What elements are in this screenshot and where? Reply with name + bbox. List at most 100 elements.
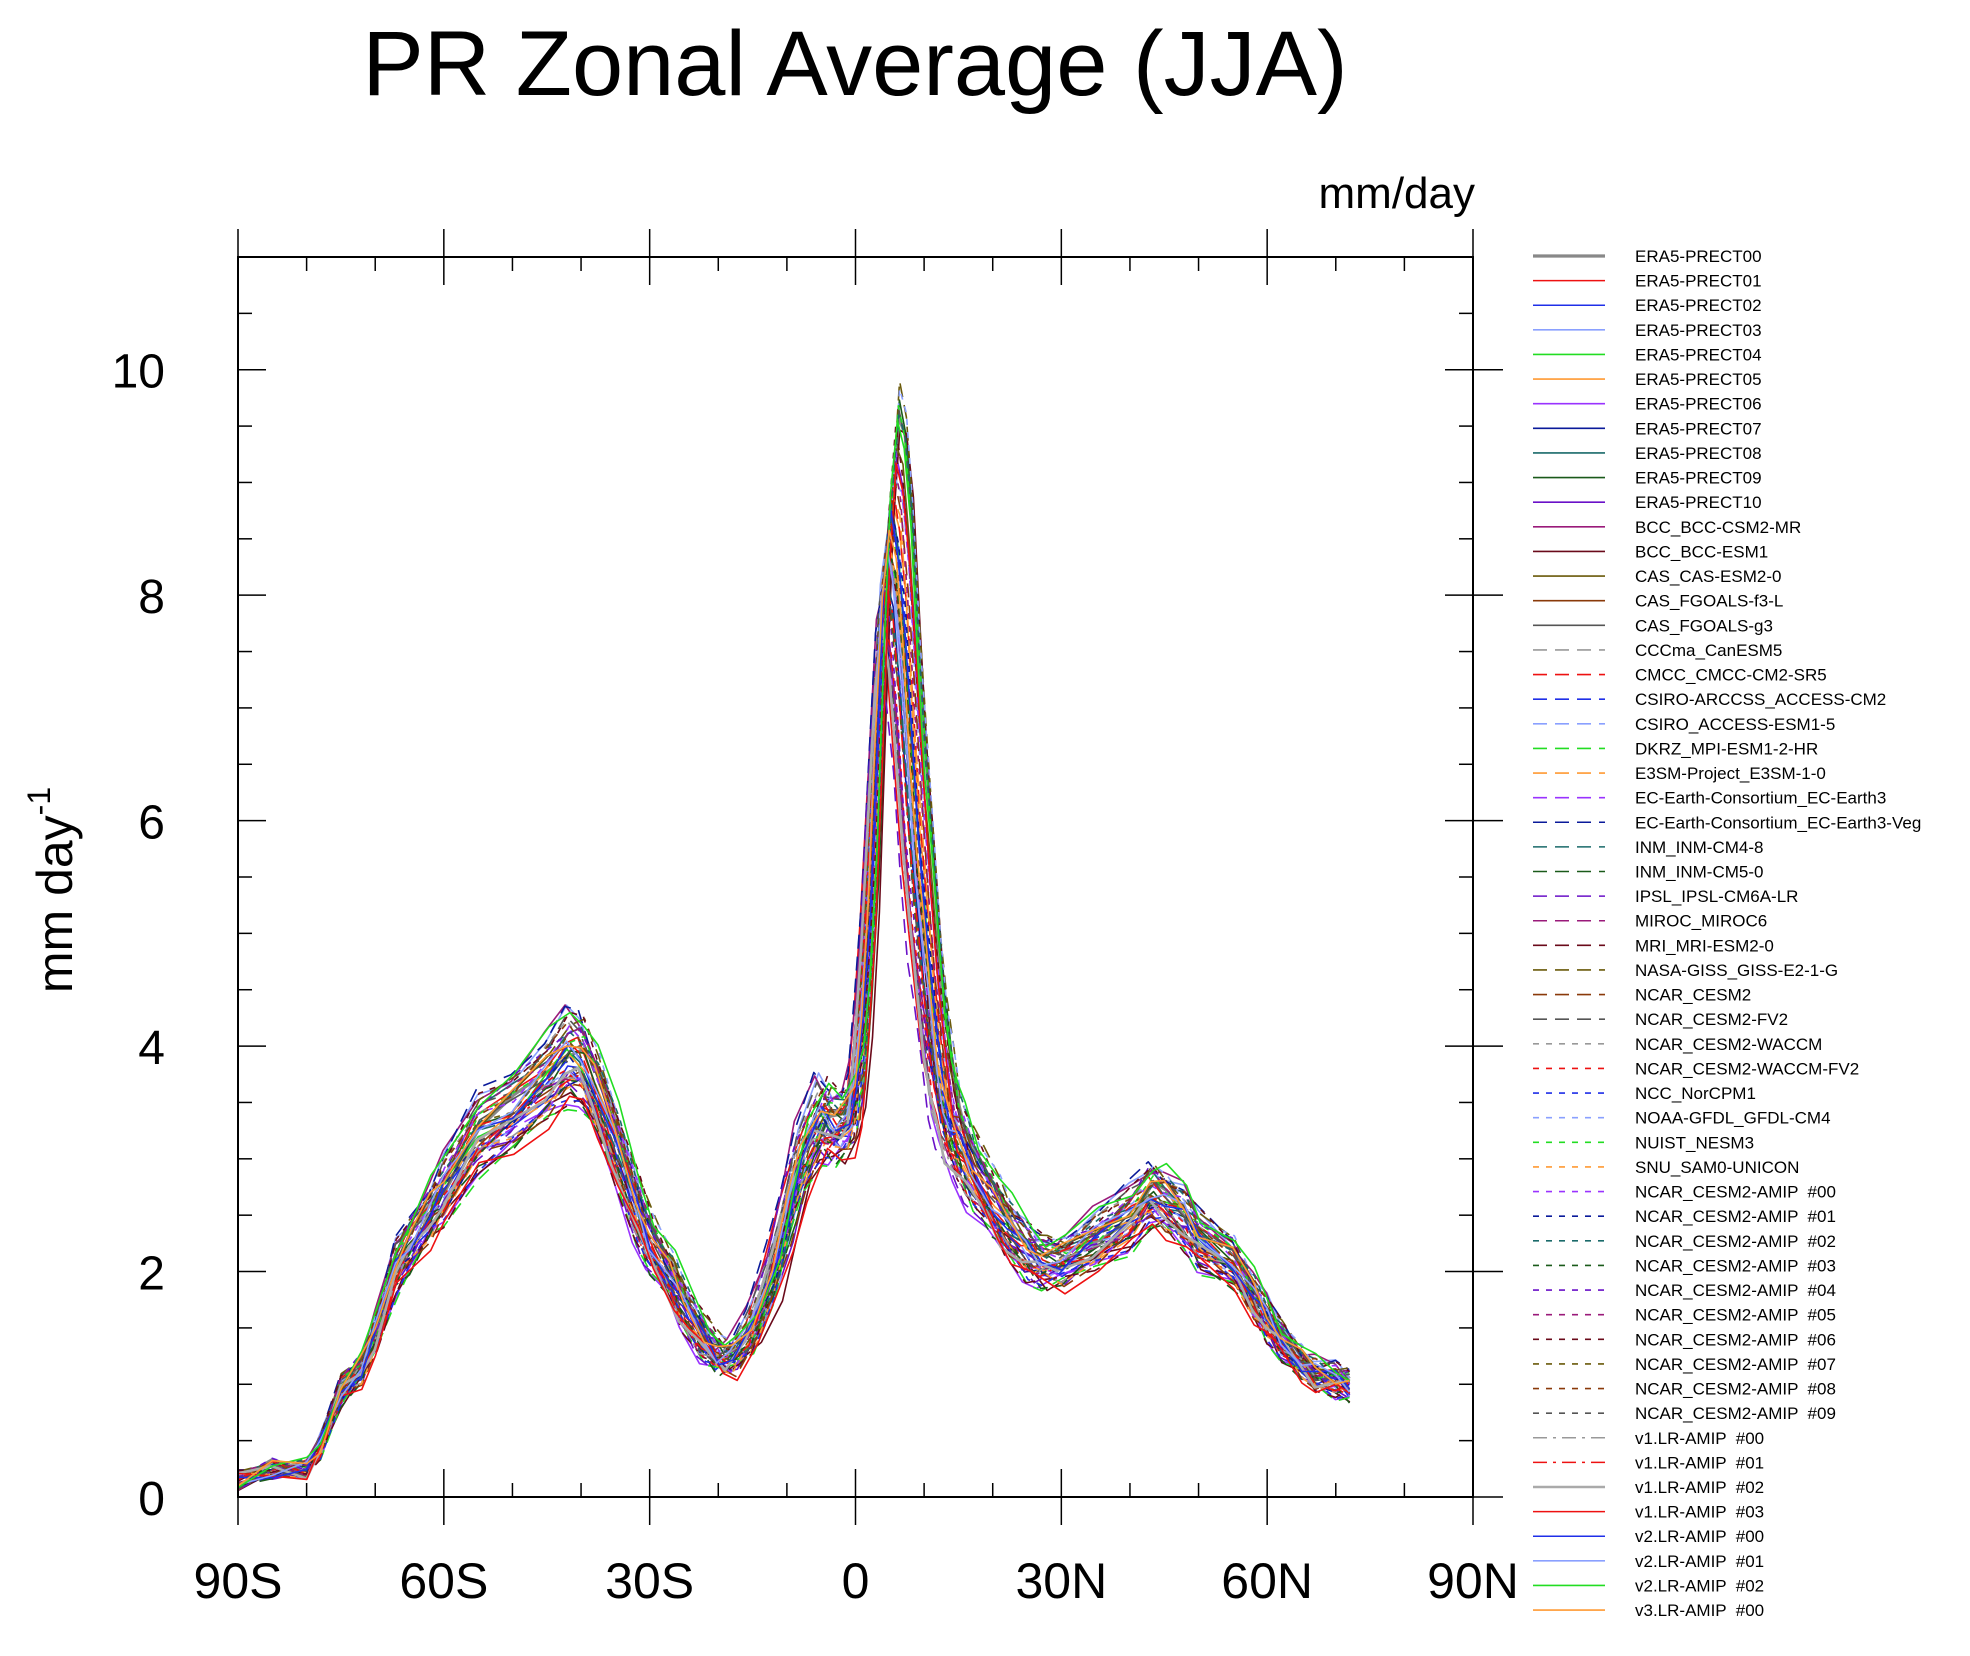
legend-label: ERA5-PRECT01 — [1635, 272, 1762, 291]
series-line — [238, 529, 1350, 1487]
series-line — [238, 547, 1350, 1480]
series-line — [238, 551, 1350, 1480]
legend-label: IPSL_IPSL-CM6A-LR — [1635, 887, 1798, 906]
legend-label: ERA5-PRECT07 — [1635, 419, 1762, 438]
units-label: mm/day — [1319, 169, 1475, 218]
series-line — [238, 414, 1351, 1489]
series-line — [238, 462, 1351, 1481]
series-line — [238, 502, 1351, 1490]
series-line — [238, 582, 1350, 1481]
legend-label: NCAR_CESM2-WACCM — [1635, 1035, 1822, 1054]
series-line — [238, 542, 1351, 1485]
legend-label: ERA5-PRECT10 — [1635, 493, 1762, 512]
y-tick-label: 0 — [138, 1473, 165, 1526]
series-line — [238, 399, 1351, 1478]
x-tick-label: 90N — [1427, 1553, 1519, 1609]
legend-label: CCCma_CanESM5 — [1635, 641, 1782, 660]
y-axis-label: mm day-1 — [21, 787, 83, 993]
legend-label: NCAR_CESM2-AMIP #07 — [1635, 1355, 1836, 1374]
legend-label: INM_INM-CM4-8 — [1635, 838, 1763, 857]
series-line — [238, 621, 1350, 1478]
legend-label: v3.LR-AMIP #00 — [1635, 1601, 1764, 1620]
series-line — [238, 566, 1351, 1479]
series-line — [238, 478, 1351, 1480]
legend-label: NOAA-GFDL_GFDL-CM4 — [1635, 1109, 1831, 1128]
legend-label: v2.LR-AMIP #01 — [1635, 1552, 1764, 1571]
series-line — [238, 625, 1350, 1489]
legend-label: ERA5-PRECT06 — [1635, 395, 1762, 414]
legend-label: ERA5-PRECT09 — [1635, 469, 1762, 488]
series-layer — [238, 380, 1351, 1492]
series-line — [238, 496, 1350, 1477]
legend-label: v2.LR-AMIP #02 — [1635, 1576, 1764, 1595]
series-line — [238, 573, 1350, 1479]
series-line — [238, 565, 1350, 1482]
legend-label: BCC_BCC-ESM1 — [1635, 542, 1768, 561]
series-line — [238, 531, 1350, 1489]
series-line — [238, 405, 1350, 1478]
series-line — [238, 581, 1351, 1486]
series-line — [238, 414, 1351, 1482]
legend-label: v1.LR-AMIP #01 — [1635, 1453, 1764, 1472]
plot-frame — [237, 256, 1474, 1498]
y-tick-label: 8 — [138, 571, 165, 624]
series-line — [238, 635, 1350, 1488]
series-line — [238, 625, 1350, 1490]
legend-label: NCAR_CESM2-AMIP #09 — [1635, 1404, 1836, 1423]
legend-label: NCAR_CESM2-WACCM-FV2 — [1635, 1059, 1859, 1078]
series-line — [238, 579, 1350, 1482]
series-line — [238, 537, 1351, 1485]
y-tick-label: 4 — [138, 1022, 165, 1075]
legend-label: NCAR_CESM2 — [1635, 986, 1751, 1005]
series-line — [238, 419, 1351, 1489]
legend-label: NCAR_CESM2-AMIP #08 — [1635, 1380, 1836, 1399]
svg-text:mm day-1: mm day-1 — [21, 787, 83, 993]
series-line — [238, 541, 1350, 1490]
legend-label: CAS_FGOALS-f3-L — [1635, 592, 1783, 611]
y-tick-label: 6 — [138, 797, 165, 850]
legend-label: ERA5-PRECT08 — [1635, 444, 1762, 463]
chart-title: PR Zonal Average (JJA) — [362, 13, 1347, 115]
series-line — [238, 671, 1350, 1491]
series-line — [238, 407, 1350, 1478]
y-axis-label-text: mm day — [27, 815, 83, 993]
series-line — [238, 509, 1351, 1479]
legend-label: INM_INM-CM5-0 — [1635, 863, 1763, 882]
x-tick-label: 60N — [1221, 1553, 1313, 1609]
series-line — [238, 546, 1350, 1482]
series-line — [238, 509, 1351, 1486]
x-tick-label: 90S — [194, 1553, 283, 1609]
legend-label: CAS_FGOALS-g3 — [1635, 616, 1773, 635]
legend-label: NCAR_CESM2-AMIP #01 — [1635, 1207, 1836, 1226]
legend-label: MIROC_MIROC6 — [1635, 912, 1767, 931]
legend-label: CSIRO-ARCCSS_ACCESS-CM2 — [1635, 690, 1886, 709]
legend-label: ERA5-PRECT04 — [1635, 345, 1762, 364]
series-line — [238, 551, 1351, 1486]
legend-label: NCAR_CESM2-AMIP #06 — [1635, 1330, 1836, 1349]
series-line — [238, 533, 1351, 1476]
legend-label: NCAR_CESM2-AMIP #00 — [1635, 1183, 1836, 1202]
legend-label: CSIRO_ACCESS-ESM1-5 — [1635, 715, 1835, 734]
legend-label: ERA5-PRECT03 — [1635, 321, 1762, 340]
series-line — [238, 637, 1350, 1490]
series-line — [238, 454, 1351, 1480]
legend-label: NASA-GISS_GISS-E2-1-G — [1635, 961, 1838, 980]
legend-label: DKRZ_MPI-ESM1-2-HR — [1635, 739, 1818, 758]
series-line — [238, 429, 1351, 1492]
legend-label: EC-Earth-Consortium_EC-Earth3-Veg — [1635, 813, 1921, 832]
series-line — [238, 589, 1350, 1484]
series-line — [238, 621, 1350, 1480]
legend-label: NCAR_CESM2-FV2 — [1635, 1010, 1788, 1029]
legend-label: NCAR_CESM2-AMIP #05 — [1635, 1306, 1836, 1325]
legend-label: ERA5-PRECT05 — [1635, 370, 1762, 389]
series-line — [238, 456, 1350, 1477]
series-line — [238, 514, 1351, 1485]
series-line — [238, 380, 1351, 1477]
legend-label: NCAR_CESM2-AMIP #02 — [1635, 1232, 1836, 1251]
series-line — [238, 445, 1350, 1488]
y-tick-label: 2 — [138, 1248, 165, 1301]
y-tick-label: 10 — [112, 346, 165, 399]
legend: ERA5-PRECT00 ERA5-PRECT01 ERA5-PRECT02 ERA5… — [1533, 247, 1921, 1620]
legend-label: v1.LR-AMIP #03 — [1635, 1503, 1764, 1522]
